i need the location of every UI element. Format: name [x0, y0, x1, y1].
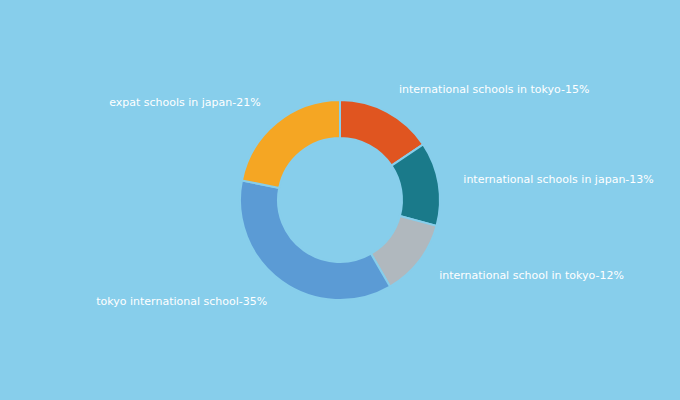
data-label: international schools in japan-13%: [463, 173, 653, 186]
data-label: international school in tokyo-12%: [439, 269, 624, 282]
donut-wedge: [392, 144, 440, 225]
labels: international schools in tokyo-15% intern…: [96, 83, 654, 308]
data-label: international schools in tokyo-15%: [399, 83, 589, 96]
donut-chart: international schools in tokyo-15% intern…: [0, 0, 680, 400]
data-label: tokyo international school-35%: [96, 295, 267, 308]
donut-wedge: [242, 100, 340, 188]
chart-container: international schools in tokyo-15% intern…: [0, 0, 680, 400]
wedges: [240, 100, 440, 300]
data-label: expat schools in japan-21%: [109, 96, 261, 109]
donut-wedge: [240, 180, 390, 300]
background: [0, 0, 680, 400]
